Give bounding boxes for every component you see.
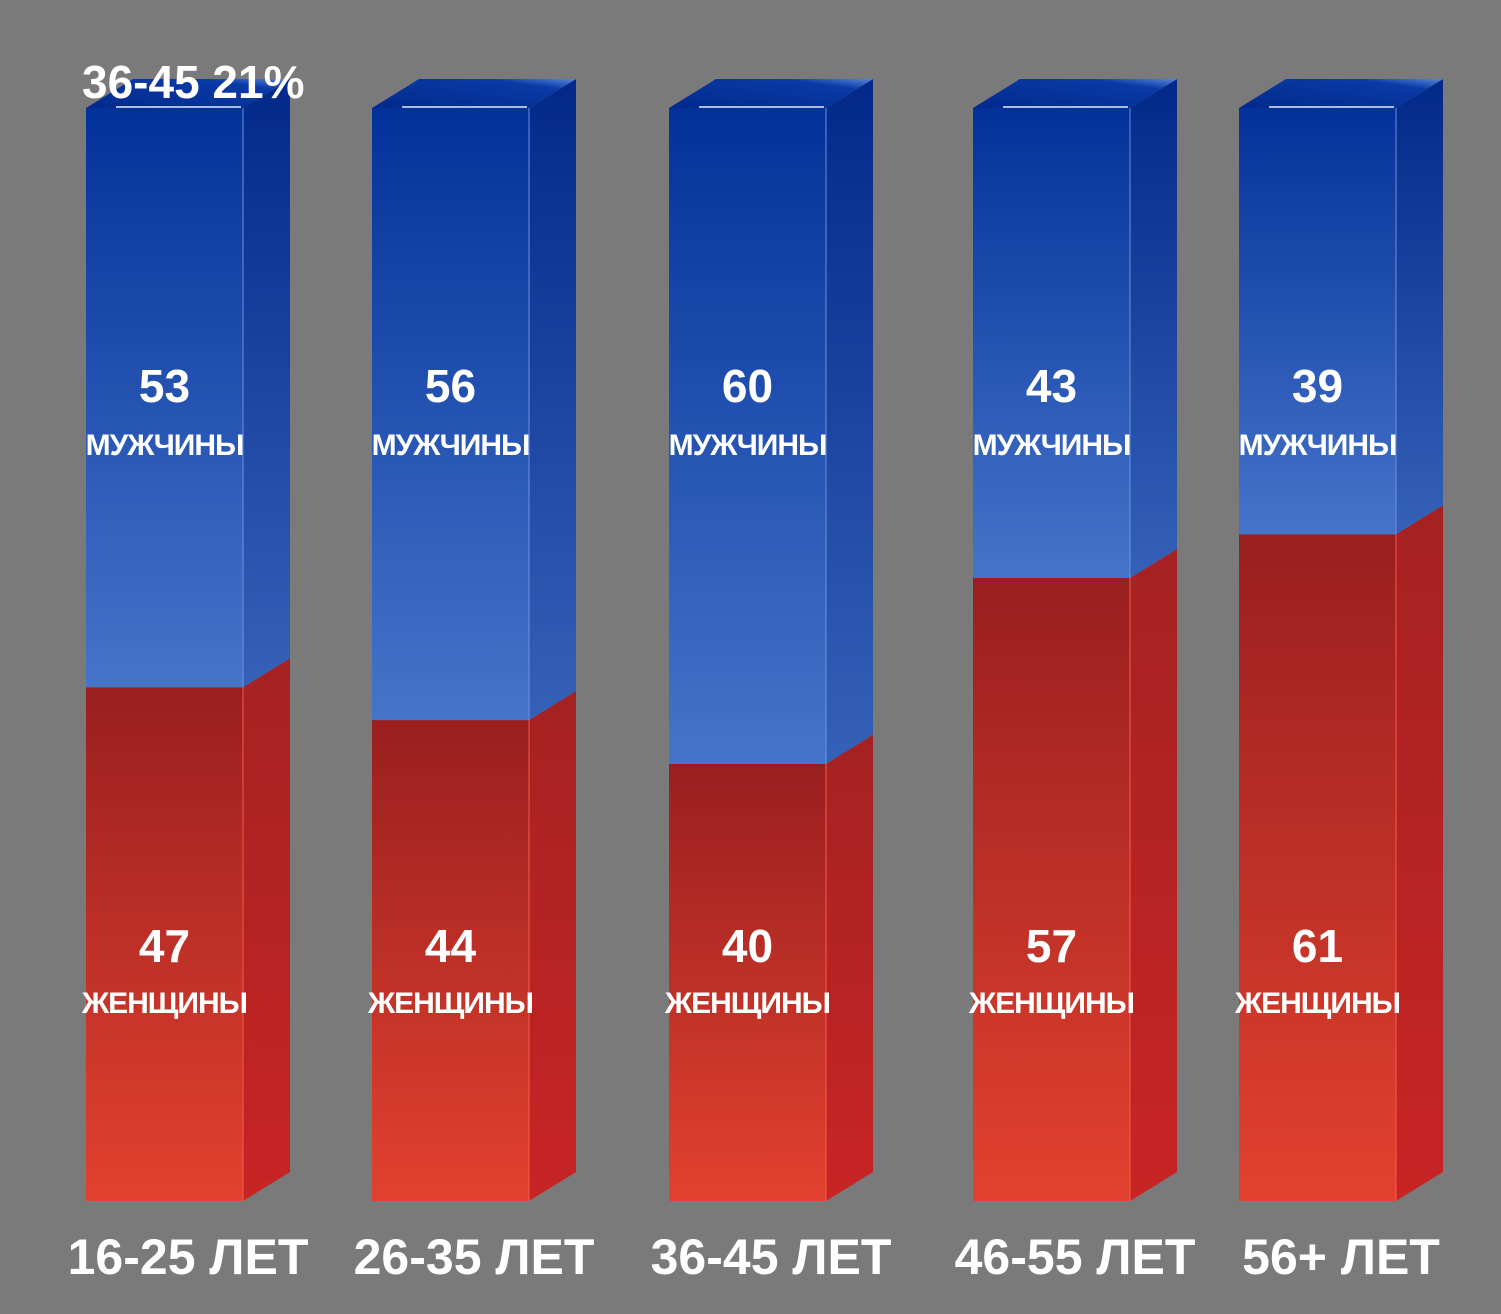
overlay-label: 36-45 21%	[82, 56, 305, 108]
male-series-label-4: МУЖЧИНЫ	[973, 429, 1131, 462]
female-series-label-3: ЖЕНЩИНЫ	[664, 987, 830, 1020]
male-value-label-1: 53	[139, 360, 190, 412]
bar-male-front-3	[669, 108, 826, 764]
bar-2	[372, 79, 576, 1201]
female-value-label-3: 40	[722, 920, 773, 972]
female-value-label-1: 47	[139, 920, 190, 972]
bar-4	[973, 79, 1177, 1201]
bar-top-5	[1239, 79, 1443, 108]
female-value-label-2: 44	[425, 920, 477, 972]
bar-female-front-4	[973, 577, 1130, 1201]
male-series-label-2: МУЖЧИНЫ	[372, 429, 530, 462]
x-tick-label-3: 36-45 ЛЕТ	[651, 1229, 892, 1285]
male-series-label-1: МУЖЧИНЫ	[86, 429, 244, 462]
bar-male-front-1	[86, 108, 243, 688]
male-series-label-5: МУЖЧИНЫ	[1239, 429, 1397, 462]
bar-male-side-4	[1130, 79, 1177, 578]
bar-female-front-5	[1239, 534, 1396, 1201]
x-tick-label-2: 26-35 ЛЕТ	[354, 1229, 595, 1285]
bar-female-side-4	[1130, 548, 1177, 1201]
x-tick-label-4: 46-55 ЛЕТ	[955, 1229, 1196, 1285]
bar-female-front-3	[669, 763, 826, 1201]
bar-top-3	[669, 79, 873, 108]
bar-female-side-3	[826, 734, 873, 1201]
female-series-label-1: ЖЕНЩИНЫ	[81, 987, 247, 1020]
bar-female-side-2	[529, 691, 576, 1201]
bar-male-side-5	[1396, 79, 1443, 535]
x-tick-label-5: 56+ ЛЕТ	[1242, 1229, 1440, 1285]
x-axis: 16-25 ЛЕТ 26-35 ЛЕТ 36-45 ЛЕТ 46-55 ЛЕТ 56+ …	[68, 1229, 1440, 1285]
female-series-label-2: ЖЕНЩИНЫ	[367, 987, 533, 1020]
bar-top-2	[372, 79, 576, 108]
bar-female-side-5	[1396, 505, 1443, 1201]
female-series-label-5: ЖЕНЩИНЫ	[1234, 987, 1400, 1020]
bar-male-front-5	[1239, 108, 1396, 535]
male-value-label-2: 56	[425, 360, 476, 412]
female-value-label-5: 61	[1292, 920, 1343, 972]
bar-male-side-1	[243, 79, 290, 688]
bar-male-side-2	[529, 79, 576, 721]
female-value-label-4: 57	[1026, 920, 1077, 972]
male-series-label-3: МУЖЧИНЫ	[669, 429, 827, 462]
bar-top-4	[973, 79, 1177, 108]
bar-1	[86, 79, 290, 1201]
bars-layer	[86, 79, 1443, 1201]
bar-female-side-1	[243, 658, 290, 1201]
male-value-label-4: 43	[1026, 360, 1077, 412]
bar-male-front-4	[973, 108, 1130, 578]
male-value-label-3: 60	[722, 360, 773, 412]
female-series-label-4: ЖЕНЩИНЫ	[968, 987, 1134, 1020]
bar-3	[669, 79, 873, 1201]
bar-male-front-2	[372, 108, 529, 721]
bar-female-front-1	[86, 687, 243, 1201]
bar-female-front-2	[372, 720, 529, 1201]
male-value-label-5: 39	[1292, 360, 1343, 412]
bar-5	[1239, 79, 1443, 1201]
bar-top-1	[86, 79, 290, 108]
bar-male-side-3	[826, 79, 873, 764]
x-tick-label-1: 16-25 ЛЕТ	[68, 1229, 309, 1285]
labels-layer: 53 МУЖЧИНЫ 47 ЖЕНЩИНЫ 56 МУЖЧИНЫ 44 ЖЕНЩИНЫ 60 МУ…	[81, 360, 1401, 1020]
